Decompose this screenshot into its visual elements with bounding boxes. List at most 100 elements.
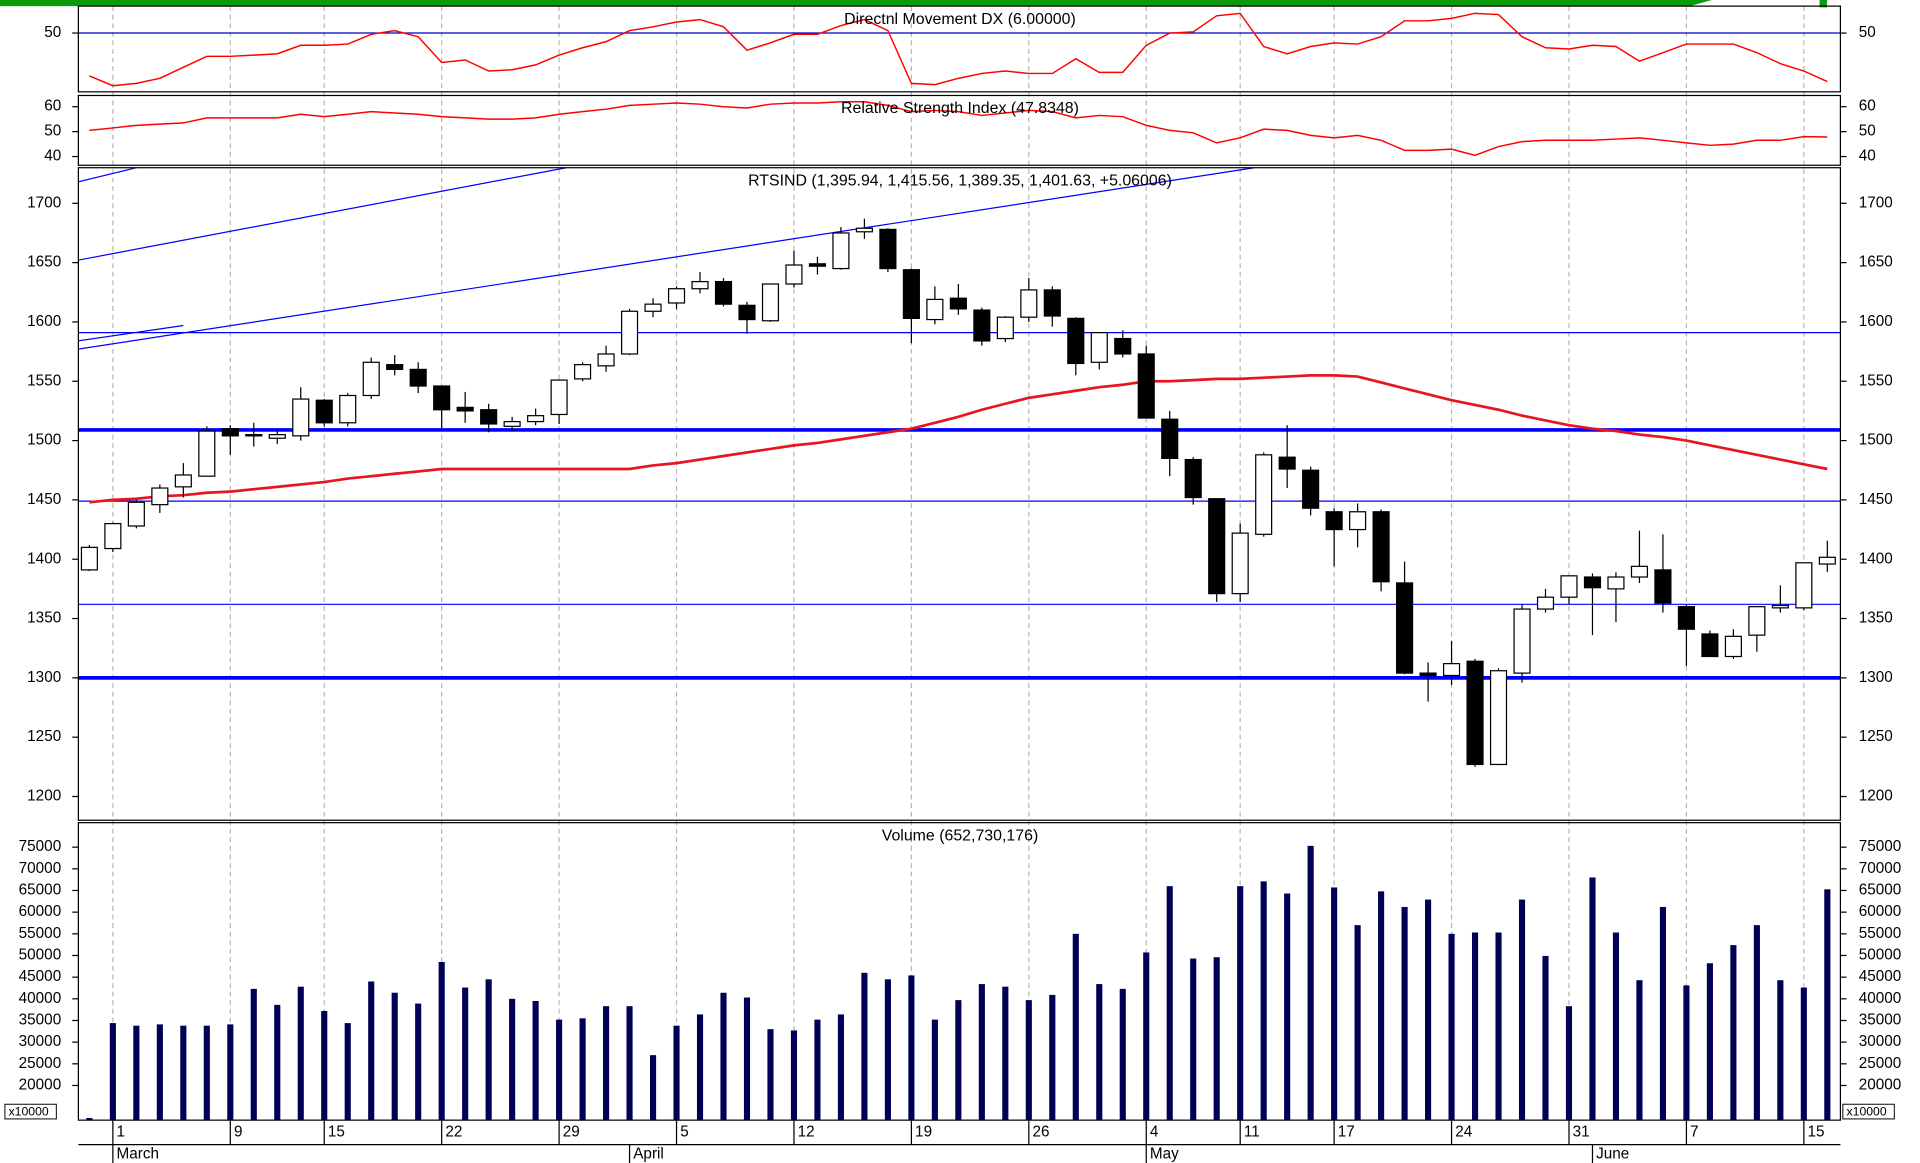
y-tick-label: 1350 <box>27 610 61 627</box>
volume-bar <box>321 1010 328 1121</box>
volume-bar <box>180 1025 187 1121</box>
y-tick-label: 1400 <box>27 550 61 567</box>
candle-body <box>268 434 286 439</box>
panel-frame <box>77 94 1842 166</box>
y-tick-label-right: 50 <box>1859 123 1876 140</box>
y-tick-label: 1500 <box>27 432 61 449</box>
candle-body <box>691 280 709 290</box>
volume-bar <box>274 1004 281 1121</box>
volume-bar <box>861 972 868 1121</box>
panel-title: Directnl Movement DX (6.00000) <box>844 11 1076 28</box>
candle-body <box>1795 562 1813 609</box>
volume-bar <box>556 1019 563 1121</box>
volume-bar <box>1659 906 1666 1121</box>
candle-body <box>1771 604 1789 609</box>
x-tick-label: 1 <box>117 1123 126 1140</box>
candle-body <box>221 428 239 437</box>
candle-body <box>315 399 333 424</box>
candle-body <box>198 430 216 477</box>
volume-bar <box>391 992 398 1121</box>
volume-bar <box>1166 886 1173 1121</box>
candle-body <box>785 264 803 285</box>
volume-bar <box>1612 932 1620 1121</box>
volume-bar <box>626 1006 633 1121</box>
y-tick-label: 1250 <box>27 728 61 745</box>
volume-bar <box>297 986 304 1121</box>
y-tick-label: 40 <box>44 148 61 165</box>
candle-body <box>80 546 98 571</box>
y-tick-label: 1650 <box>27 254 61 271</box>
volume-bar <box>1260 881 1267 1121</box>
y-tick-label: 20000 <box>19 1077 62 1094</box>
candle-body <box>1513 608 1531 674</box>
candle-body <box>714 280 733 305</box>
volume-bar <box>884 979 891 1121</box>
x-tick-label: 12 <box>798 1123 815 1140</box>
y-tick-label: 65000 <box>19 882 62 899</box>
y-tick-label: 1600 <box>27 313 61 330</box>
candle-body <box>1114 337 1132 355</box>
month-label: June <box>1596 1145 1629 1162</box>
volume-bar <box>1049 994 1056 1121</box>
candle-body <box>1255 454 1273 535</box>
y-tick-label: 1550 <box>27 372 61 389</box>
candle-body <box>1419 672 1437 677</box>
y-tick-label-right: 75000 <box>1859 838 1902 855</box>
unit-label: x10000 <box>1847 1104 1887 1118</box>
trendline <box>78 167 137 183</box>
moving-average <box>89 373 1828 504</box>
panel-frame <box>77 5 1842 93</box>
candle-body <box>1208 498 1226 595</box>
candle-body <box>1701 633 1719 658</box>
y-tick-label-right: 50 <box>1859 24 1876 41</box>
volume-bar <box>720 992 727 1121</box>
x-tick-label: 15 <box>1808 1123 1825 1140</box>
top-mark <box>1819 0 1827 8</box>
volume-bar <box>1213 957 1220 1121</box>
y-tick-label-right: 65000 <box>1859 882 1902 899</box>
volume-bar <box>1636 980 1643 1121</box>
volume-bar <box>1495 932 1502 1121</box>
y-tick-label: 1450 <box>27 491 61 508</box>
candle-body <box>1020 289 1038 318</box>
candle-body <box>1325 511 1343 531</box>
y-tick-label: 50000 <box>19 947 62 964</box>
candle-body <box>1677 606 1695 630</box>
volume-bar <box>649 1055 657 1121</box>
volume-bar <box>485 979 492 1121</box>
candle-body <box>949 297 967 310</box>
candle-body <box>1466 660 1484 766</box>
volume-bar <box>1025 1000 1032 1121</box>
candle-body <box>1724 635 1742 658</box>
y-tick-label-right: 1300 <box>1859 669 1893 686</box>
candle-body <box>151 487 169 506</box>
unit-box <box>1842 1103 1895 1120</box>
candle-body <box>1067 317 1085 365</box>
y-tick-label-right: 1250 <box>1859 728 1893 745</box>
candle-body <box>1161 418 1179 459</box>
y-tick-label: 70000 <box>19 860 62 877</box>
y-tick-label: 45000 <box>19 968 62 985</box>
volume-bar <box>415 1003 422 1121</box>
volume-bar <box>837 1014 844 1121</box>
trendline <box>78 167 567 261</box>
y-tick-label-right: 70000 <box>1859 860 1902 877</box>
candle-body <box>527 415 545 423</box>
volume-bar <box>1119 988 1126 1121</box>
candle-body <box>597 353 615 367</box>
panel-title: RTSIND (1,395.94, 1,415.56, 1,389.35, 1,… <box>748 172 1172 189</box>
candle-body <box>926 298 944 321</box>
candle-body <box>174 474 192 488</box>
x-tick-label: 22 <box>445 1123 462 1140</box>
volume-bar <box>438 961 445 1121</box>
volume-bar <box>931 1019 938 1121</box>
candle-body <box>1137 353 1155 419</box>
candle-body <box>1536 596 1555 610</box>
x-tick-label: 15 <box>328 1123 345 1140</box>
candle-body <box>550 379 568 416</box>
volume-bar <box>86 1117 93 1121</box>
x-tick-label: 24 <box>1455 1123 1473 1140</box>
candle-body <box>574 364 592 380</box>
